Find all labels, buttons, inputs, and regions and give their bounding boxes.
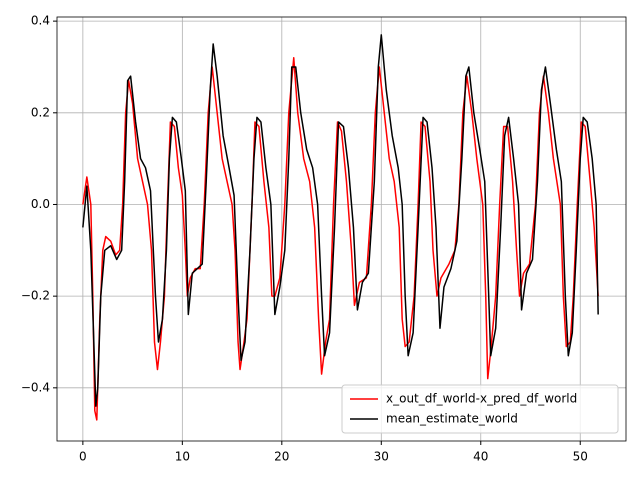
x-tick-label: 40 xyxy=(473,450,488,464)
series-line xyxy=(82,57,599,421)
x-tick-label: 10 xyxy=(175,450,190,464)
legend-label: mean_estimate_world xyxy=(386,412,518,426)
x-tick-label: 20 xyxy=(274,450,289,464)
legend-box xyxy=(341,384,619,434)
x-tick-label: 0 xyxy=(79,450,87,464)
y-tick-label: 0.0 xyxy=(31,197,50,211)
y-tick-label: 0.4 xyxy=(31,14,50,28)
plot-frame xyxy=(56,16,627,442)
y-tick-label: −0.2 xyxy=(21,289,50,303)
series-line xyxy=(82,34,599,407)
y-tick-label: −0.4 xyxy=(21,380,50,394)
y-tick-label: 0.2 xyxy=(31,105,50,119)
x-tick-label: 30 xyxy=(374,450,389,464)
x-tick-label: 50 xyxy=(573,450,588,464)
legend-label: x_out_df_world-x_pred_df_world xyxy=(386,392,577,406)
